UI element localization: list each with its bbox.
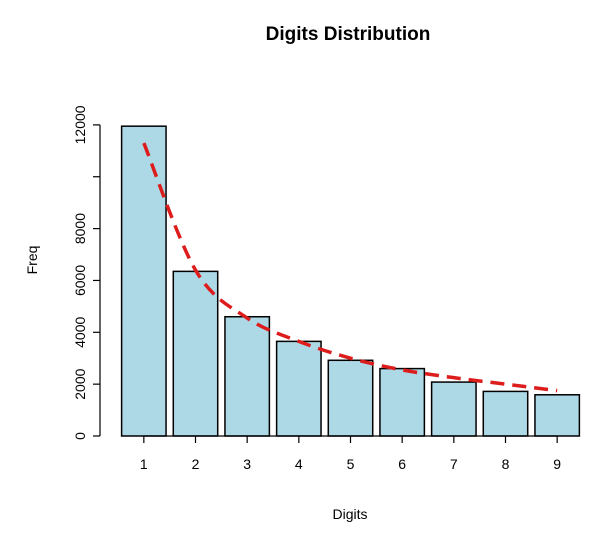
- x-axis-label: Digits: [332, 506, 367, 522]
- chart-title: Digits Distribution: [266, 24, 431, 45]
- bars-group: [120, 125, 581, 437]
- bar-6: [379, 367, 426, 437]
- x-tick-label-3: 3: [243, 456, 251, 472]
- x-axis: 1 2 3 4 5 6 7 8 9: [140, 435, 561, 472]
- x-tick-label-4: 4: [295, 456, 303, 472]
- bar-1: [120, 125, 167, 437]
- bar-3: [224, 315, 271, 437]
- y-axis-label: Freq: [24, 246, 40, 275]
- x-tick-label-2: 2: [192, 456, 200, 472]
- x-tick-label-7: 7: [450, 456, 458, 472]
- y-tick-label-4000: 4000: [72, 317, 88, 348]
- x-tick-label-9: 9: [553, 456, 561, 472]
- bar-9: [534, 394, 581, 437]
- y-tick-label-6000: 6000: [72, 265, 88, 296]
- x-tick-label-6: 6: [398, 456, 406, 472]
- y-tick-label-12000: 12000: [72, 105, 88, 144]
- y-tick-label-0: 0: [72, 432, 88, 440]
- x-tick-label-8: 8: [502, 456, 510, 472]
- x-tick-label-5: 5: [347, 456, 355, 472]
- bar-5: [327, 359, 374, 437]
- bar-4: [275, 340, 322, 437]
- y-tick-label-2000: 2000: [72, 368, 88, 399]
- x-tick-label-1: 1: [140, 456, 148, 472]
- y-axis: 0 2000 4000 6000 8000 12000: [72, 105, 101, 440]
- trend-line-group: [142, 142, 558, 393]
- bar-8: [482, 390, 529, 437]
- y-tick-label-8000: 8000: [72, 213, 88, 244]
- bar-2: [172, 270, 219, 437]
- bar-7: [430, 381, 477, 437]
- trend-line: [142, 142, 558, 393]
